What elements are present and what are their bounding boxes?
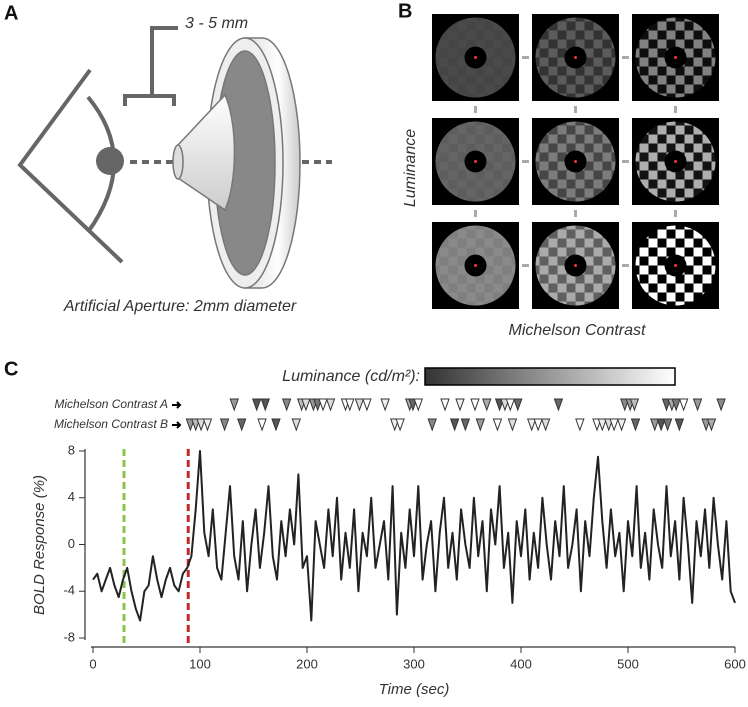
event-marker bbox=[533, 418, 543, 432]
event-marker bbox=[716, 398, 726, 412]
event-marker bbox=[354, 398, 365, 412]
event-marker bbox=[492, 418, 503, 432]
panel-a: A 3 - 5 mm Artificial Aperture: 2mm diam… bbox=[4, 2, 332, 315]
event-marker bbox=[692, 398, 703, 412]
event-marker bbox=[513, 398, 523, 412]
fixation-dot bbox=[574, 56, 577, 59]
event-marker bbox=[271, 418, 281, 432]
event-marker bbox=[616, 418, 627, 432]
y-axis-label: BOLD Response (%) bbox=[31, 475, 48, 615]
fixation-dot bbox=[574, 160, 577, 163]
x-tick-label: 100 bbox=[189, 656, 211, 671]
event-marker bbox=[229, 398, 239, 412]
event-marker bbox=[526, 418, 537, 432]
event-marker bbox=[449, 418, 460, 432]
colorbar-label: Luminance (cd/m²): bbox=[282, 368, 420, 385]
fixation-dot bbox=[574, 264, 577, 267]
event-marker bbox=[460, 418, 471, 432]
event-marker bbox=[553, 398, 564, 412]
x-tick-label: 300 bbox=[403, 656, 425, 671]
event-marker bbox=[674, 418, 685, 432]
aperture-drawing bbox=[172, 37, 301, 289]
x-tick-label: 200 bbox=[296, 656, 318, 671]
event-marker bbox=[455, 398, 465, 412]
event-marker bbox=[440, 398, 450, 412]
x-tick-label: 400 bbox=[510, 656, 532, 671]
marker-row-label: Michelson Contrast B bbox=[54, 417, 168, 431]
y-tick-label: 8 bbox=[68, 442, 75, 457]
event-marker bbox=[482, 398, 492, 412]
event-marker bbox=[380, 398, 390, 412]
event-marker bbox=[301, 398, 311, 412]
y-tick-label: 0 bbox=[68, 536, 75, 551]
aperture-caption: Artificial Aperture: 2mm diameter bbox=[63, 298, 297, 315]
x-tick-label: 600 bbox=[724, 656, 746, 671]
event-marker bbox=[656, 418, 666, 432]
event-marker bbox=[671, 398, 681, 412]
event-marker bbox=[609, 418, 619, 432]
panel-b: B Luminance Michelson Contrast bbox=[398, 0, 719, 339]
event-marker bbox=[257, 418, 267, 432]
y-tick-label: -4 bbox=[63, 583, 75, 598]
event-marker bbox=[662, 418, 673, 432]
event-marker bbox=[630, 418, 641, 432]
event-marker bbox=[281, 398, 292, 412]
colorbar bbox=[424, 367, 676, 386]
bold-line bbox=[92, 450, 736, 622]
event-marker bbox=[475, 418, 486, 432]
x-axis-label: Time (sec) bbox=[379, 681, 450, 698]
y-axis-label: Luminance bbox=[402, 129, 419, 207]
event-marker bbox=[507, 418, 518, 432]
event-marker bbox=[202, 418, 213, 432]
fixation-dot bbox=[674, 160, 677, 163]
event-marker bbox=[597, 418, 608, 432]
marker-row-label: Michelson Contrast A bbox=[54, 397, 168, 411]
fixation-dot bbox=[474, 160, 477, 163]
pupil bbox=[96, 147, 124, 175]
y-tick-label: 4 bbox=[68, 489, 75, 504]
x-axis-label: Michelson Contrast bbox=[509, 322, 647, 339]
event-marker bbox=[505, 398, 516, 412]
event-marker bbox=[237, 418, 247, 432]
fixation-dot bbox=[674, 264, 677, 267]
panel-label: C bbox=[4, 358, 18, 380]
fixation-dot bbox=[674, 56, 677, 59]
event-marker bbox=[706, 418, 717, 432]
y-tick-label: -8 bbox=[63, 629, 75, 644]
event-marker bbox=[362, 398, 372, 412]
arrow bbox=[172, 401, 182, 409]
event-marker bbox=[395, 418, 405, 432]
panel-c: C Luminance (cd/m²): BOLD Response (%) T… bbox=[4, 358, 676, 698]
arrow bbox=[172, 421, 182, 429]
event-marker bbox=[318, 398, 328, 412]
event-marker bbox=[650, 418, 660, 432]
event-marker bbox=[678, 398, 689, 412]
event-marker bbox=[219, 418, 230, 432]
event-marker bbox=[325, 398, 336, 412]
panel-label: A bbox=[4, 2, 18, 24]
event-marker bbox=[575, 418, 585, 432]
event-marker bbox=[196, 418, 206, 432]
panel-label: B bbox=[398, 0, 412, 22]
event-marker bbox=[260, 398, 270, 412]
x-tick-label: 500 bbox=[617, 656, 639, 671]
event-marker bbox=[251, 398, 262, 412]
event-marker bbox=[540, 418, 551, 432]
event-marker bbox=[427, 418, 437, 432]
dimension-label: 3 - 5 mm bbox=[185, 15, 248, 32]
event-marker bbox=[629, 398, 640, 412]
event-marker bbox=[291, 418, 302, 432]
event-marker bbox=[345, 398, 355, 412]
event-marker bbox=[413, 398, 423, 412]
fixation-dot bbox=[474, 56, 477, 59]
fixation-dot bbox=[474, 264, 477, 267]
event-marker bbox=[470, 398, 480, 412]
x-tick-label: 0 bbox=[89, 656, 96, 671]
